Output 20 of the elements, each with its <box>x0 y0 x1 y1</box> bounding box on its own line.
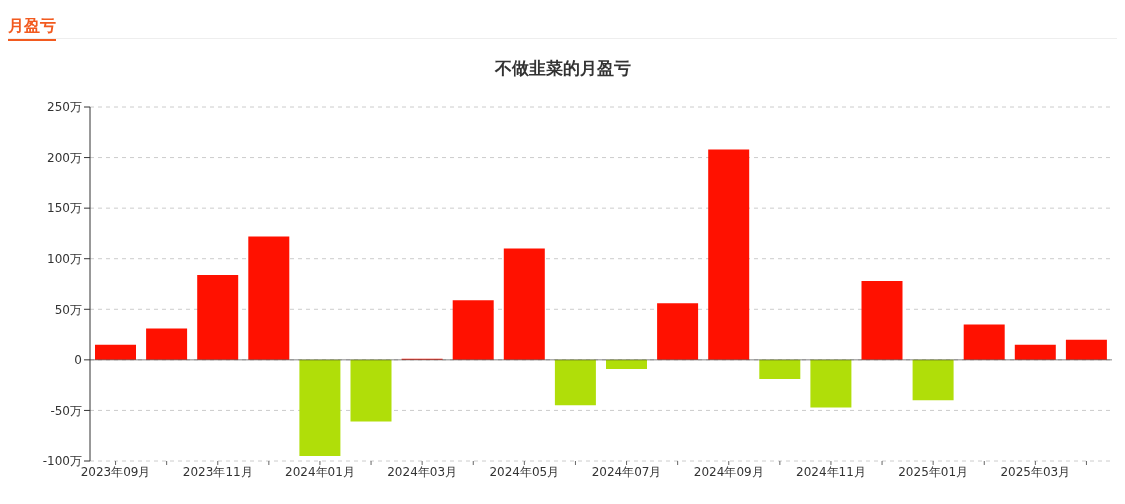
y-tick-label: -100万 <box>42 454 82 469</box>
x-tick-label: 2024年07月 <box>591 464 662 479</box>
y-tick-label: -50万 <box>50 403 82 418</box>
y-tick-label: 50万 <box>54 302 82 317</box>
x-tick-label: 2024年03月 <box>387 464 458 479</box>
x-tick-label: 2025年03月 <box>1000 464 1071 479</box>
x-tick-label: 2023年09月 <box>80 464 151 479</box>
y-tick-label: 200万 <box>47 150 82 165</box>
y-tick-label: 250万 <box>47 100 82 115</box>
y-tick-label: 100万 <box>47 251 82 266</box>
y-tick-label: 150万 <box>47 201 82 216</box>
text: 月盈亏 <box>8 16 56 41</box>
y-tick-label: 0 <box>74 353 82 368</box>
x-tick-label: 2025年01月 <box>898 464 969 479</box>
x-tick-label: 2024年05月 <box>489 464 560 479</box>
x-tick-label: 2023年11月 <box>182 464 253 479</box>
x-tick-label: 2024年11月 <box>796 464 866 479</box>
x-tick-label: 2024年09月 <box>693 464 764 479</box>
chart-title: 不做韭菜的月盈亏 <box>493 57 632 80</box>
x-tick-label: 2024年01月 <box>285 464 355 479</box>
